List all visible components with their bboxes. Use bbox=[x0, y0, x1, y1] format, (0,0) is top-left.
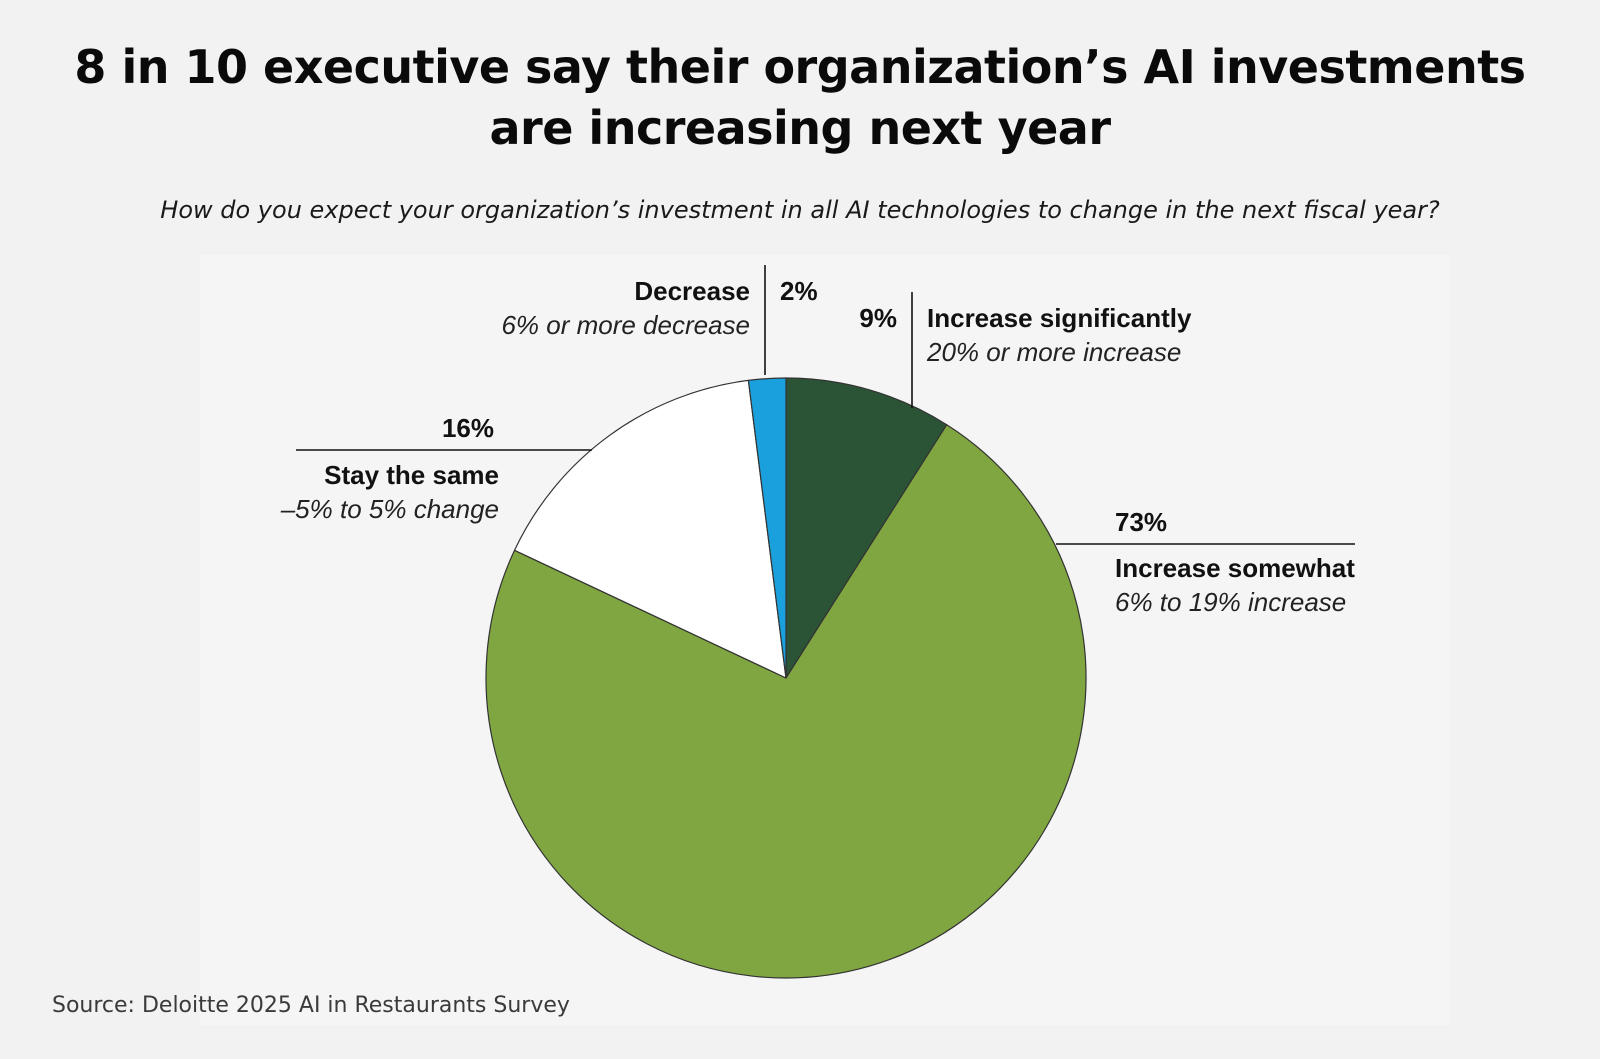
slice-label-stay-the-same: Stay the same bbox=[324, 460, 499, 490]
chart-title-line-1: 8 in 10 executive say their organization… bbox=[74, 40, 1526, 94]
slice-label-increase-somewhat: Increase somewhat bbox=[1115, 553, 1355, 583]
pie-slice-increase-somewhat bbox=[485, 424, 1087, 979]
chart-title-line-2: are increasing next year bbox=[489, 101, 1111, 155]
pie-slice-decrease bbox=[747, 377, 787, 679]
slice-desc-decrease: 6% or more decrease bbox=[501, 310, 750, 340]
pie-slice-increase-significantly bbox=[785, 377, 948, 679]
pie-slices bbox=[485, 377, 1087, 979]
slice-value-stay-the-same: 16% bbox=[442, 413, 494, 443]
slice-desc-increase-somewhat: 6% to 19% increase bbox=[1115, 587, 1346, 617]
slice-desc-increase-significantly: 20% or more increase bbox=[926, 337, 1181, 367]
slice-desc-stay-the-same: –5% to 5% change bbox=[280, 494, 499, 524]
slice-label-decrease: Decrease bbox=[634, 276, 750, 306]
slice-value-increase-significantly: 9% bbox=[859, 303, 897, 333]
pie-slice-stay-the-same bbox=[513, 379, 787, 679]
chart-subtitle: How do you expect your organization’s in… bbox=[160, 196, 1440, 224]
source-note: Source: Deloitte 2025 AI in Restaurants … bbox=[52, 993, 570, 1018]
slice-value-increase-somewhat: 73% bbox=[1115, 507, 1167, 537]
slice-label-increase-significantly: Increase significantly bbox=[927, 303, 1192, 333]
slice-value-decrease: 2% bbox=[780, 276, 818, 306]
